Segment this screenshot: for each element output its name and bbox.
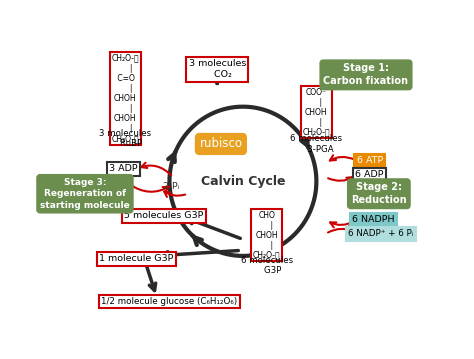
Text: rubisco: rubisco [200, 137, 242, 150]
Text: Stage 2:
Reduction: Stage 2: Reduction [351, 182, 407, 205]
Text: 3 ATP: 3 ATP [103, 178, 129, 187]
Text: CH₂O-ⓟ
     |
 C=O
     |
CHOH
     |
CHOH
     |
CH₂O-ⓟ: CH₂O-ⓟ | C=O | CHOH | CHOH | CH₂O-ⓟ [111, 53, 139, 143]
Text: CHO
    |
CHOH
    |
CH₂O-ⓟ: CHO | CHOH | CH₂O-ⓟ [253, 211, 281, 260]
Text: COO⁻
    |
CHOH
    |
CH₂O-ⓟ: COO⁻ | CHOH | CH₂O-ⓟ [302, 88, 330, 137]
Text: 3 ADP: 3 ADP [109, 164, 138, 173]
Text: 1/2 molecule glucose (C₆H₁₂O₆): 1/2 molecule glucose (C₆H₁₂O₆) [101, 297, 237, 306]
Text: 6 NADP⁺ + 6 Pᵢ: 6 NADP⁺ + 6 Pᵢ [348, 229, 413, 238]
Text: Stage 3:
Regeneration of
starting molecule: Stage 3: Regeneration of starting molecu… [40, 178, 130, 210]
Text: 6 molecules
    G3P: 6 molecules G3P [241, 256, 293, 275]
Text: 3 molecules
    CO₂: 3 molecules CO₂ [189, 60, 246, 79]
Text: 6 molecules
   3-PGA: 6 molecules 3-PGA [291, 134, 342, 154]
Text: 2 Pᵢ: 2 Pᵢ [163, 182, 180, 191]
Text: 6 ATP: 6 ATP [356, 156, 383, 165]
Text: Calvin Cycle: Calvin Cycle [201, 175, 285, 188]
Text: Stage 1:
Carbon fixation: Stage 1: Carbon fixation [323, 64, 409, 86]
Text: 1 molecule G3P: 1 molecule G3P [99, 254, 173, 263]
Text: 6 ADP: 6 ADP [356, 170, 384, 179]
Text: 3 molecules
    RuBP: 3 molecules RuBP [100, 129, 151, 148]
Text: 6 NADPH: 6 NADPH [352, 215, 394, 224]
Text: 5 molecules G3P: 5 molecules G3P [124, 211, 204, 220]
